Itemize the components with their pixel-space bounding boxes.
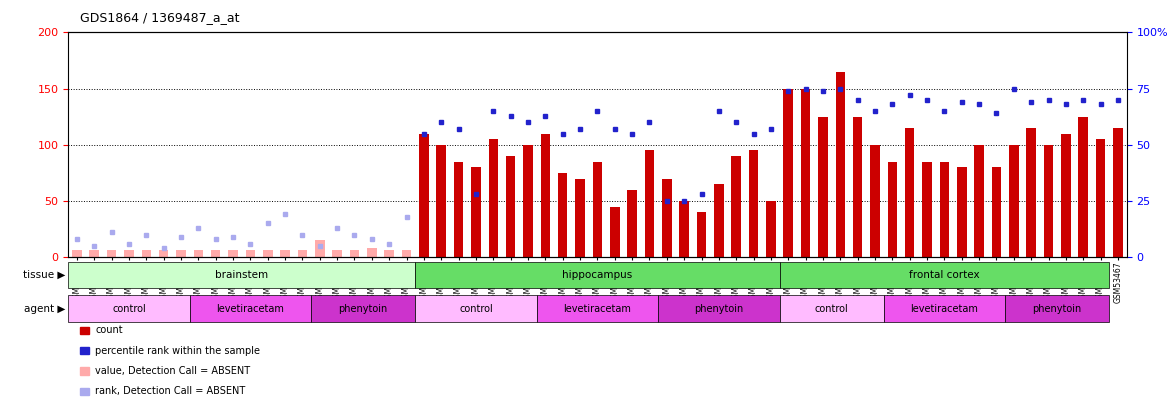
Bar [1114,128,1123,257]
Bar [72,250,81,257]
Text: levetiracetam: levetiracetam [910,304,978,314]
FancyBboxPatch shape [68,262,415,288]
Bar [975,145,984,257]
Text: hippocampus: hippocampus [562,270,633,280]
Bar [731,156,741,257]
FancyBboxPatch shape [780,262,1109,288]
Text: phenytoin: phenytoin [339,304,388,314]
Text: phenytoin: phenytoin [694,304,743,314]
Bar [385,250,394,257]
Bar [991,167,1001,257]
Bar [870,145,880,257]
Bar [176,250,186,257]
Bar [835,72,846,257]
Bar [472,167,481,257]
Bar [575,179,584,257]
Bar [333,250,342,257]
FancyBboxPatch shape [1005,295,1109,322]
Text: GDS1864 / 1369487_a_at: GDS1864 / 1369487_a_at [80,11,240,24]
Bar [211,250,220,257]
Bar [801,89,810,257]
Bar [783,89,793,257]
Bar [662,179,671,257]
Text: frontal cortex: frontal cortex [909,270,980,280]
Bar [557,173,568,257]
FancyBboxPatch shape [312,295,415,322]
Text: levetiracetam: levetiracetam [563,304,632,314]
FancyBboxPatch shape [415,262,780,288]
Bar [125,250,134,257]
Bar [263,250,273,257]
Bar [1009,145,1018,257]
FancyBboxPatch shape [415,295,536,322]
Bar [680,201,689,257]
Text: value, Detection Call = ABSENT: value, Detection Call = ABSENT [95,366,250,376]
Bar [541,134,550,257]
Bar [766,201,776,257]
FancyBboxPatch shape [68,295,189,322]
Bar [419,134,429,257]
Bar [141,250,151,257]
Text: phenytoin: phenytoin [1033,304,1082,314]
Bar [367,248,376,257]
Bar [940,162,949,257]
Text: control: control [459,304,493,314]
Text: brainstem: brainstem [215,270,268,280]
Text: count: count [95,326,122,335]
FancyBboxPatch shape [189,295,312,322]
Bar [436,145,446,257]
Bar [454,162,463,257]
Bar [627,190,637,257]
FancyBboxPatch shape [780,295,883,322]
Text: control: control [112,304,146,314]
Bar [644,150,654,257]
Bar [818,117,828,257]
Bar [1096,139,1105,257]
Bar [749,150,759,257]
Bar [1061,134,1070,257]
Bar [159,250,168,257]
Bar [853,117,862,257]
Bar [402,250,412,257]
Bar [246,250,255,257]
FancyBboxPatch shape [883,295,1005,322]
Bar [922,162,931,257]
Text: percentile rank within the sample: percentile rank within the sample [95,346,260,356]
Bar [906,128,915,257]
Text: levetiracetam: levetiracetam [216,304,285,314]
Bar [610,207,620,257]
Text: agent ▶: agent ▶ [25,304,66,314]
Bar [696,212,707,257]
Bar [349,250,359,257]
Bar [280,250,289,257]
Bar [714,184,723,257]
Bar [1027,128,1036,257]
Bar [506,156,515,257]
FancyBboxPatch shape [536,295,659,322]
Bar [523,145,533,257]
Bar [298,250,307,257]
Bar [315,240,325,257]
Bar [194,250,203,257]
Bar [593,162,602,257]
Bar [1044,145,1054,257]
Bar [89,250,99,257]
FancyBboxPatch shape [659,295,780,322]
Bar [228,250,238,257]
Bar [957,167,967,257]
Text: rank, Detection Call = ABSENT: rank, Detection Call = ABSENT [95,386,246,396]
Bar [888,162,897,257]
Text: control: control [815,304,849,314]
Text: tissue ▶: tissue ▶ [24,270,66,280]
Bar [107,250,116,257]
Bar [1078,117,1088,257]
Bar [488,139,499,257]
